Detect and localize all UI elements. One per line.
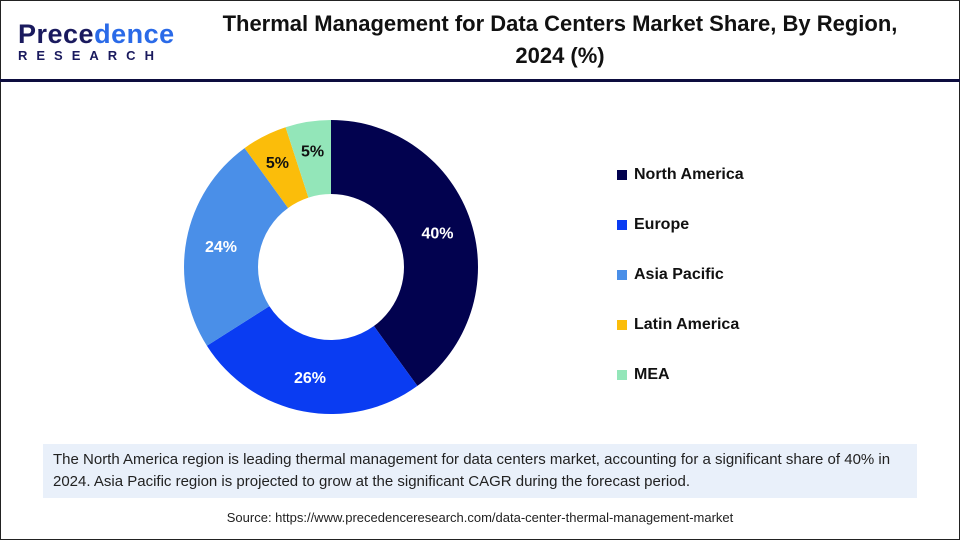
logo-text-a: Prece [18, 19, 95, 49]
legend-item: Europe [617, 200, 744, 250]
slice-north-america [331, 120, 478, 386]
legend-swatch [617, 170, 627, 180]
data-label: 26% [294, 370, 326, 387]
legend-swatch [617, 270, 627, 280]
legend-label: Europe [634, 216, 690, 233]
legend-swatch [617, 370, 627, 380]
legend-item: Latin America [617, 300, 744, 350]
legend-label: North America [634, 166, 744, 183]
slice-mea [285, 120, 331, 198]
logo: Precedence RESEARCH [18, 20, 175, 63]
logo-subtext: RESEARCH [18, 48, 163, 63]
legend-swatch [617, 220, 627, 230]
legend-item: Asia Pacific [617, 250, 744, 300]
legend: North America Europe Asia Pacific Latin Ame… [617, 150, 744, 400]
legend-label: Latin America [634, 316, 740, 333]
data-label: 24% [205, 239, 237, 256]
data-label: 40% [422, 225, 454, 242]
legend-label: Asia Pacific [634, 266, 724, 283]
data-label: 5% [301, 143, 324, 160]
slice-latin-america [244, 127, 309, 208]
legend-swatch [617, 320, 627, 330]
legend-label: MEA [634, 366, 670, 383]
slice-europe [206, 306, 418, 414]
header-divider [0, 79, 960, 82]
legend-item: North America [617, 150, 744, 200]
legend-item: MEA [617, 350, 744, 400]
chart-title: Thermal Management for Data Centers Mark… [222, 11, 898, 68]
source-text: Source: https://www.precedenceresearch.c… [226, 510, 734, 525]
data-label: 5% [266, 155, 289, 172]
slice-asia-pacific [184, 148, 289, 346]
summary-note: The North America region is leading ther… [43, 444, 917, 498]
logo-text-b: dence [94, 19, 175, 49]
